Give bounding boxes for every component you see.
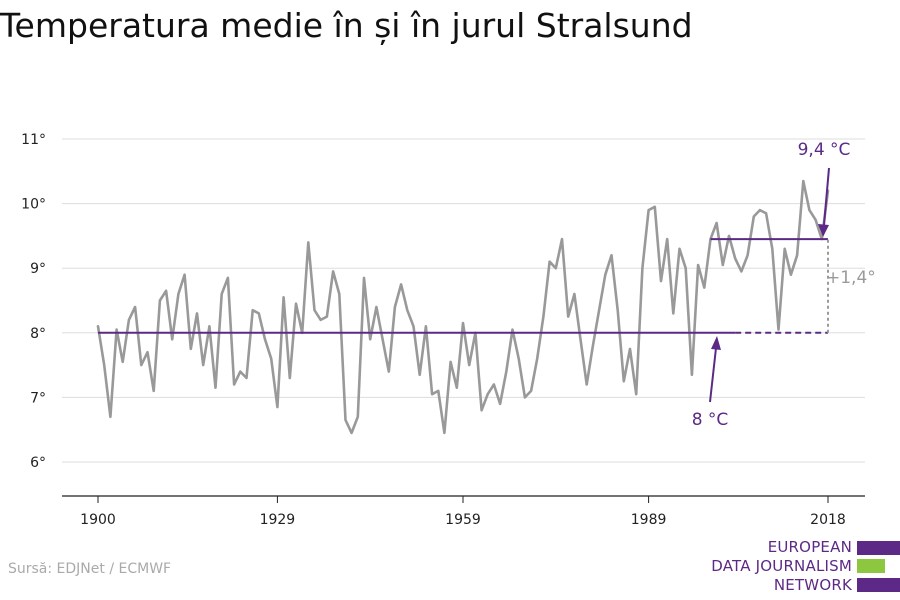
logo-bar-green: [857, 559, 885, 573]
arrow-8c-head: [711, 336, 721, 350]
logo-line-3: NETWORK: [773, 576, 852, 594]
label-8c: 8 °C: [692, 410, 729, 430]
annotations: 8 °C 9,4 °C +1,4°: [98, 140, 876, 430]
y-tick-label: 7°: [30, 390, 46, 406]
label-9-4c: 9,4 °C: [798, 140, 851, 160]
y-tick-label: 10°: [21, 197, 46, 213]
x-axis: 1900 1929 1959 1989 2018: [62, 495, 865, 528]
y-tick-labels: 6° 7° 8° 9° 10° 11°: [21, 132, 46, 471]
series-layer: [96, 179, 830, 435]
logo-line-2: DATA JOURNALISM: [711, 557, 852, 575]
arrow-8c-shaft: [709, 347, 717, 403]
y-tick-label: 11°: [21, 132, 46, 148]
page-title: Temperatura medie în și în jurul Stralsu…: [0, 6, 693, 45]
grid-lines: [62, 138, 865, 463]
logo-bar-purple-2: [857, 578, 900, 592]
arrow-94c-head: [818, 224, 829, 237]
y-tick-label: 8°: [30, 326, 46, 342]
x-tick-label: 1900: [80, 512, 116, 528]
label-difference: +1,4°: [826, 268, 876, 288]
x-tick-label: 1959: [445, 512, 481, 528]
y-tick-label: 6°: [30, 455, 46, 471]
logo-bar-purple-1: [857, 541, 900, 555]
x-tick-label: 2018: [810, 512, 846, 528]
source-note: Sursă: EDJNet / ECMWF: [8, 561, 172, 577]
logo-line-1: EUROPEAN: [767, 538, 852, 556]
x-tick-label: 1929: [260, 512, 296, 528]
y-tick-label: 9°: [30, 261, 46, 277]
edjnet-logo[interactable]: EUROPEAN DATA JOURNALISM NETWORK: [700, 538, 900, 596]
arrow-94c-shaft: [823, 167, 830, 226]
x-tick-label: 1989: [631, 512, 667, 528]
temperature-line: [96, 179, 830, 435]
